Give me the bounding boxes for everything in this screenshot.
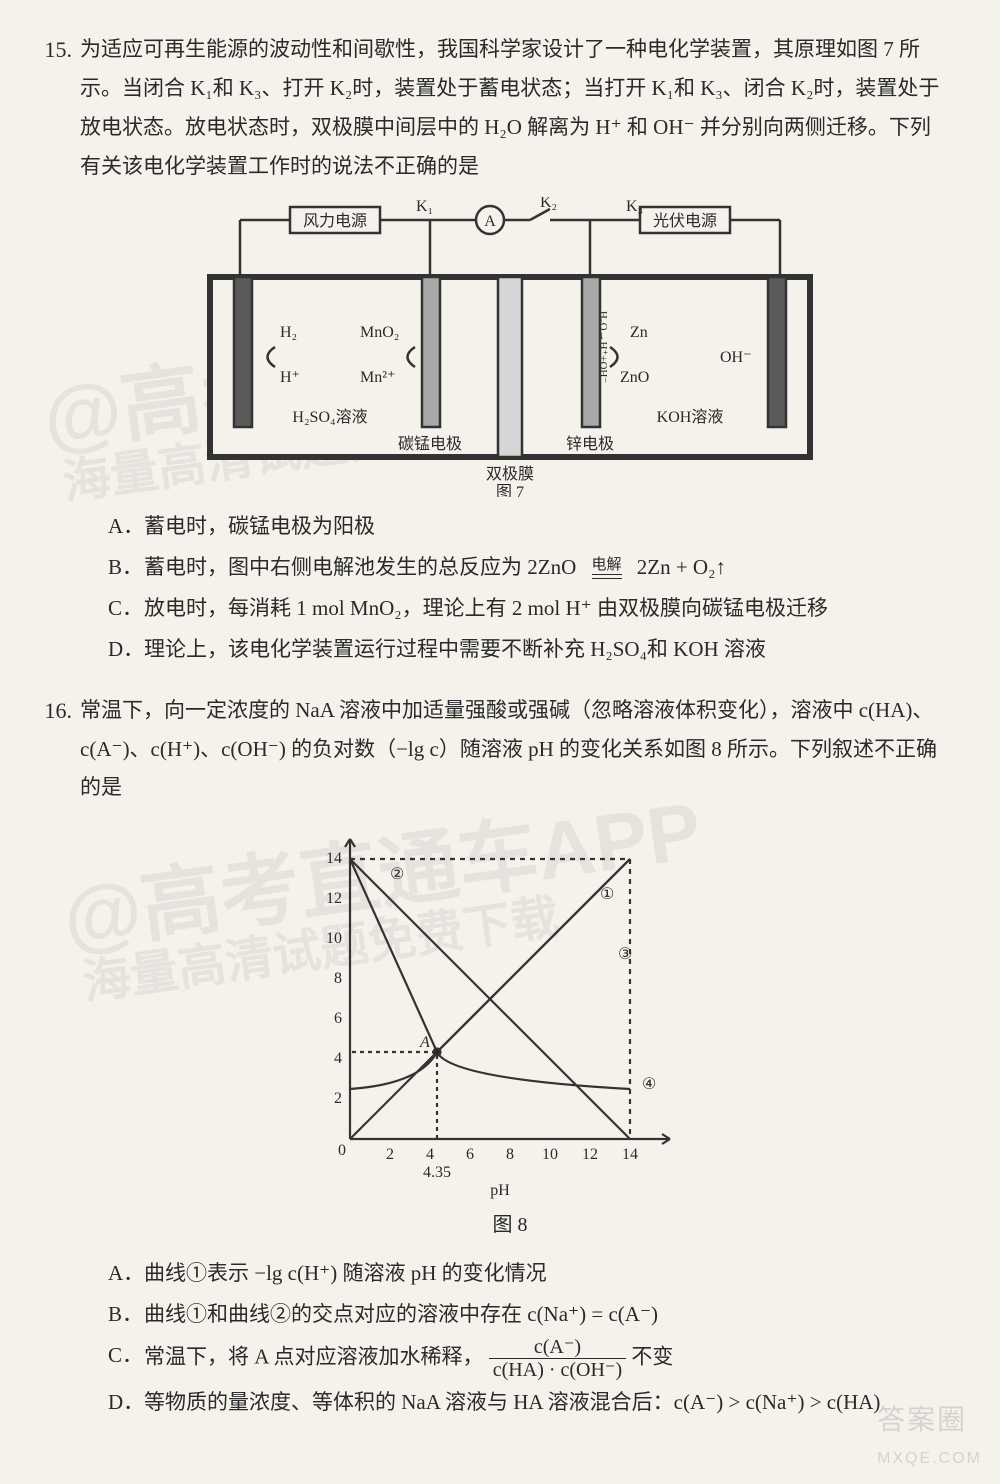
figure-8-chart: 0 2 4 6 8 10 12 14 4.35 pH 2 4 6 8 [290, 819, 730, 1199]
svg-text:H₂: H₂ [280, 324, 297, 341]
svg-text:K₂: K₂ [540, 197, 557, 211]
svg-text:K₁: K₁ [416, 198, 433, 215]
svg-text:4: 4 [426, 1146, 434, 1163]
svg-text:OH⁻: OH⁻ [720, 349, 752, 366]
q16-opt-A: A．曲线①表示 −lg c(H⁺) 随溶液 pH 的变化情况 [108, 1254, 940, 1293]
svg-text:②: ② [390, 866, 404, 883]
q16-opt-C: C． 常温下，将 A 点对应溶液加水稀释， c(A⁻) c(HA) · c(OH… [108, 1336, 940, 1381]
q15-opt-A: A．蓄电时，碳锰电极为阳极 [108, 507, 940, 546]
svg-text:H₂SO₄溶液: H₂SO₄溶液 [292, 408, 367, 426]
svg-text:碳锰电极: 碳锰电极 [398, 435, 462, 453]
svg-text:④: ④ [642, 1076, 656, 1093]
electrolysis-sign: 电解 [584, 558, 630, 580]
svg-text:A: A [484, 213, 496, 230]
label-wind: 风力电源 [303, 212, 367, 230]
svg-text:0: 0 [338, 1142, 346, 1159]
svg-text:10: 10 [542, 1146, 558, 1163]
q16-opt-B: B．曲线①和曲线②的交点对应的溶液中存在 c(Na⁺) = c(A⁻) [108, 1295, 940, 1334]
svg-text:A: A [419, 1034, 430, 1051]
svg-text:KOH溶液: KOH溶液 [657, 408, 724, 426]
svg-text:12: 12 [582, 1146, 598, 1163]
corner-watermark: 答案圈 MXQE.COM [877, 1398, 982, 1470]
svg-text:③: ③ [618, 946, 632, 963]
svg-text:MnO₂: MnO₂ [360, 324, 399, 341]
figure-7-diagram: 风力电源 光伏电源 K₁ K₃ A K₂ [190, 197, 830, 497]
label-solar: 光伏电源 [653, 212, 717, 230]
svg-text:14: 14 [622, 1146, 638, 1163]
svg-text:2: 2 [386, 1146, 394, 1163]
caption-fig8: 图 8 [80, 1207, 940, 1244]
q15-stem: 为适应可再生能源的波动性和间歇性，我国科学家设计了一种电化学装置，其原理如图 7… [80, 30, 940, 185]
question-15: 15. 为适应可再生能源的波动性和间歇性，我国科学家设计了一种电化学装置，其原理… [80, 30, 940, 669]
svg-text:8: 8 [506, 1146, 514, 1163]
q16-stem: 常温下，向一定浓度的 NaA 溶液中加适量强酸或强碱（忽略溶液体积变化），溶液中… [80, 691, 940, 808]
svg-text:Zn: Zn [630, 324, 648, 341]
xlabel: pH [490, 1182, 510, 1199]
svg-text:K₃: K₃ [626, 198, 643, 215]
svg-text:10: 10 [326, 930, 342, 947]
q16-options: A．曲线①表示 −lg c(H⁺) 随溶液 pH 的变化情况 B．曲线①和曲线②… [80, 1254, 940, 1422]
svg-text:14: 14 [326, 850, 342, 867]
svg-text:Mn²⁺: Mn²⁺ [360, 369, 395, 386]
q15-opt-C: C．放电时，每消耗 1 mol MnO₂，理论上有 2 mol H⁺ 由双极膜向… [108, 589, 940, 628]
svg-text:4.35: 4.35 [423, 1164, 451, 1181]
q15-options: A．蓄电时，碳锰电极为阳极 B． 蓄电时，图中右侧电解池发生的总反应为 2ZnO… [80, 507, 940, 668]
svg-text:8: 8 [334, 970, 342, 987]
fraction: c(A⁻) c(HA) · c(OH⁻) [489, 1336, 626, 1381]
caption-fig7: 图 7 [496, 484, 524, 497]
svg-text:12: 12 [326, 890, 342, 907]
exam-page: @高考直通车APP 海量高清试题免费下载 @高考直通车APP 海量高清试题免费下… [0, 0, 1000, 1484]
q16-number: 16. [32, 691, 72, 732]
q15-opt-B: B． 蓄电时，图中右侧电解池发生的总反应为 2ZnO 电解 2Zn + O₂↑ [108, 548, 940, 587]
svg-text:①: ① [600, 886, 614, 903]
q15-opt-D: D．理论上，该电化学装置运行过程中需要不断补充 H₂SO₄和 KOH 溶液 [108, 630, 940, 669]
svg-text:H⁺: H⁺ [280, 369, 300, 386]
svg-text:6: 6 [466, 1146, 474, 1163]
svg-text:4: 4 [334, 1050, 342, 1067]
svg-text:双极膜: 双极膜 [486, 465, 534, 483]
q15-number: 15. [32, 30, 72, 71]
q16-opt-D: D．等物质的量浓度、等体积的 NaA 溶液与 HA 溶液混合后：c(A⁻) > … [108, 1383, 940, 1422]
svg-text:6: 6 [334, 1010, 342, 1027]
svg-text:锌电极: 锌电极 [566, 435, 614, 453]
svg-text:2: 2 [334, 1090, 342, 1107]
svg-text:ZnO: ZnO [620, 369, 649, 386]
question-16: 16. 常温下，向一定浓度的 NaA 溶液中加适量强酸或强碱（忽略溶液体积变化）… [80, 691, 940, 1422]
